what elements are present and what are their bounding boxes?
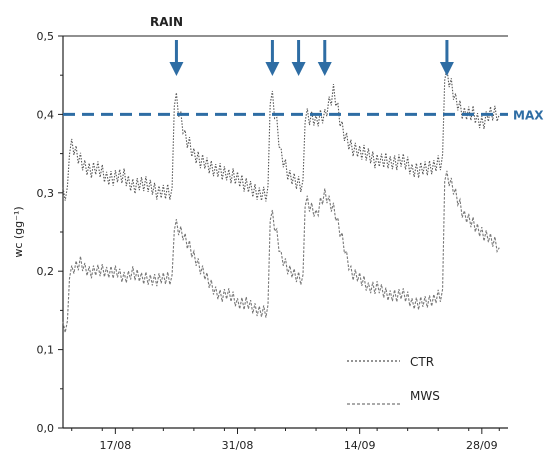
- legend-item-ctr: CTR: [347, 355, 434, 369]
- rain-arrow: [169, 40, 184, 76]
- rain-arrows: [169, 40, 454, 76]
- rain-arrow: [317, 40, 332, 76]
- rain-arrow: [291, 40, 306, 76]
- x-tick-label: 31/08: [222, 439, 254, 452]
- y-tick-label: 0,0: [37, 422, 55, 435]
- y-tick-label: 0,1: [37, 344, 55, 357]
- x-ticks: 17/08 31/08 14/09 28/09: [71, 428, 500, 452]
- y-ticks: 0,0 0,1 0,2 0,3 0,4 0,5: [37, 30, 63, 435]
- series-layer: [62, 67, 500, 333]
- rain-arrow-head: [291, 62, 306, 76]
- y-tick-label: 0,4: [37, 108, 55, 121]
- series-line-mws: [62, 170, 500, 333]
- max-label: MAX: [513, 108, 544, 122]
- y-tick-label: 0,3: [37, 187, 55, 200]
- legend-label-mws: MWS: [410, 389, 440, 403]
- y-axis-title: wc (gg⁻¹): [12, 206, 25, 257]
- x-tick-label: 28/09: [466, 439, 498, 452]
- rain-arrow-head: [439, 62, 454, 76]
- rain-arrow-head: [169, 62, 184, 76]
- rain-arrow-head: [265, 62, 280, 76]
- legend: CTR MWS: [347, 355, 440, 405]
- y-tick-label: 0,5: [37, 30, 55, 43]
- rain-arrow: [265, 40, 280, 76]
- series-line-ctr: [62, 67, 500, 202]
- axes: [62, 35, 508, 429]
- x-tick-label: 14/09: [344, 439, 376, 452]
- legend-item-mws: MWS: [347, 389, 440, 405]
- x-tick-label: 17/08: [100, 439, 132, 452]
- y-tick-label: 0,2: [37, 265, 55, 278]
- rain-arrow-head: [317, 62, 332, 76]
- rain-arrow: [439, 40, 454, 76]
- legend-label-ctr: CTR: [410, 355, 434, 369]
- rain-label: RAIN: [150, 15, 183, 29]
